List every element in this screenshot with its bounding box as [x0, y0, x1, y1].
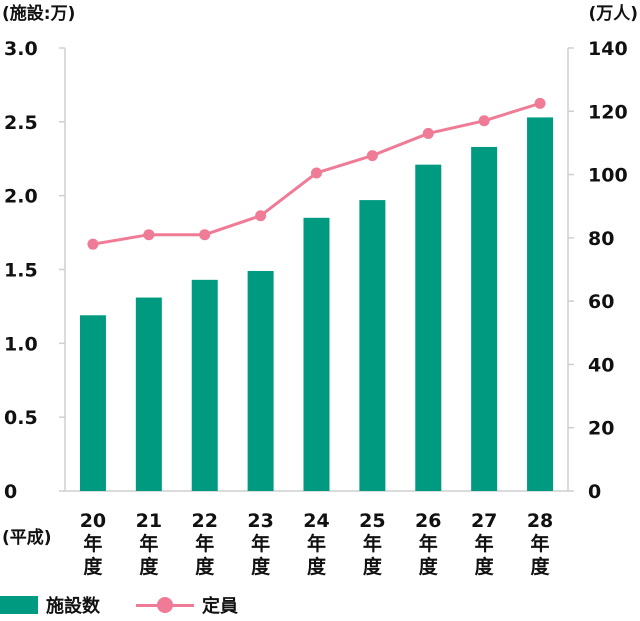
category-label-part: 年 [251, 532, 270, 555]
category-prefix-label: (平成) [2, 527, 52, 548]
right-tick-label: 60 [588, 291, 614, 313]
legend-label-facilities: 施設数 [46, 596, 100, 617]
legend-bar-swatch [0, 596, 38, 614]
bar-facilities [303, 217, 330, 492]
capacity-point [143, 229, 155, 241]
category-label-part: 度 [83, 555, 103, 578]
right-tick-label: 0 [588, 481, 601, 503]
category-label-part: 度 [251, 555, 271, 578]
left-tick-label: 2.0 [4, 186, 38, 208]
legend-item-facilities: 施設数 [0, 592, 100, 618]
right-tick-label: 40 [588, 354, 614, 376]
capacity-point [311, 167, 322, 179]
bar-facilities [471, 146, 498, 492]
combo-chart: 0 0.5 1.0 1.5 2.0 2.5 3.0 0 20 40 60 80 100 120 140 (施設… [2, 3, 638, 578]
left-tick-label: 0.5 [4, 407, 38, 429]
bar-facilities [415, 164, 442, 491]
category-label-part: 年 [139, 532, 158, 555]
legend-line-swatch [136, 596, 194, 614]
right-tick-label: 100 [588, 165, 628, 187]
right-tick-label: 140 [588, 38, 628, 60]
category-label-part: 度 [419, 555, 439, 578]
category-label-part: 21 [136, 510, 162, 532]
capacity-point [255, 210, 267, 222]
category-label-part: 22 [191, 510, 217, 532]
right-tick-label: 20 [588, 418, 614, 440]
category-label-part: 度 [139, 555, 159, 578]
category-label-part: 27 [471, 510, 497, 532]
category-label-part: 20 [80, 510, 106, 532]
category-label-part: 年 [195, 532, 214, 555]
category-label-part: 度 [307, 555, 327, 578]
left-tick-label: 1.0 [4, 333, 38, 355]
category-label-part: 度 [195, 555, 215, 578]
left-tick-label: 0 [4, 481, 17, 503]
category-label-part: 26 [415, 510, 441, 532]
right-axis-unit-label: (万人) [588, 4, 638, 24]
category-label-part: 28 [527, 510, 553, 532]
category-label-part: 23 [247, 510, 273, 532]
category-label-part: 度 [531, 555, 551, 578]
line-series [87, 97, 546, 250]
right-tick-label: 120 [588, 101, 628, 123]
category-label-part: 年 [419, 532, 438, 555]
capacity-point [534, 97, 546, 109]
bar-series [79, 117, 554, 492]
category-label-part: 年 [475, 532, 494, 555]
left-axis-unit-label: (施設:万) [2, 3, 75, 24]
category-label-part: 25 [359, 510, 385, 532]
capacity-point [199, 229, 211, 241]
category-label-part: 24 [303, 510, 329, 532]
capacity-point [422, 127, 434, 139]
capacity-point [87, 238, 99, 250]
bar-facilities [247, 270, 274, 491]
category-label-part: 年 [363, 532, 382, 555]
left-tick-label: 3.0 [4, 38, 38, 60]
category-label-part: 年 [531, 532, 550, 555]
legend: 施設数 定員 [0, 590, 274, 620]
legend-item-capacity: 定員 [136, 592, 238, 618]
legend-label-capacity: 定員 [202, 596, 238, 617]
axis-labels: 0 0.5 1.0 1.5 2.0 2.5 3.0 0 20 40 60 80 100 120 140 (施設… [2, 3, 638, 578]
left-tick-label: 2.5 [4, 112, 38, 134]
bar-facilities [135, 297, 162, 491]
bar-facilities [79, 315, 106, 491]
right-tick-label: 80 [588, 228, 614, 250]
bar-facilities [359, 200, 386, 491]
left-tick-label: 1.5 [4, 260, 38, 282]
category-label-part: 度 [475, 555, 495, 578]
capacity-point [478, 115, 490, 127]
category-label-part: 度 [363, 555, 383, 578]
category-label-part: 年 [307, 532, 326, 555]
capacity-point [366, 150, 378, 162]
bar-facilities [191, 279, 218, 491]
category-label-part: 年 [83, 532, 102, 555]
bar-facilities [527, 117, 554, 492]
